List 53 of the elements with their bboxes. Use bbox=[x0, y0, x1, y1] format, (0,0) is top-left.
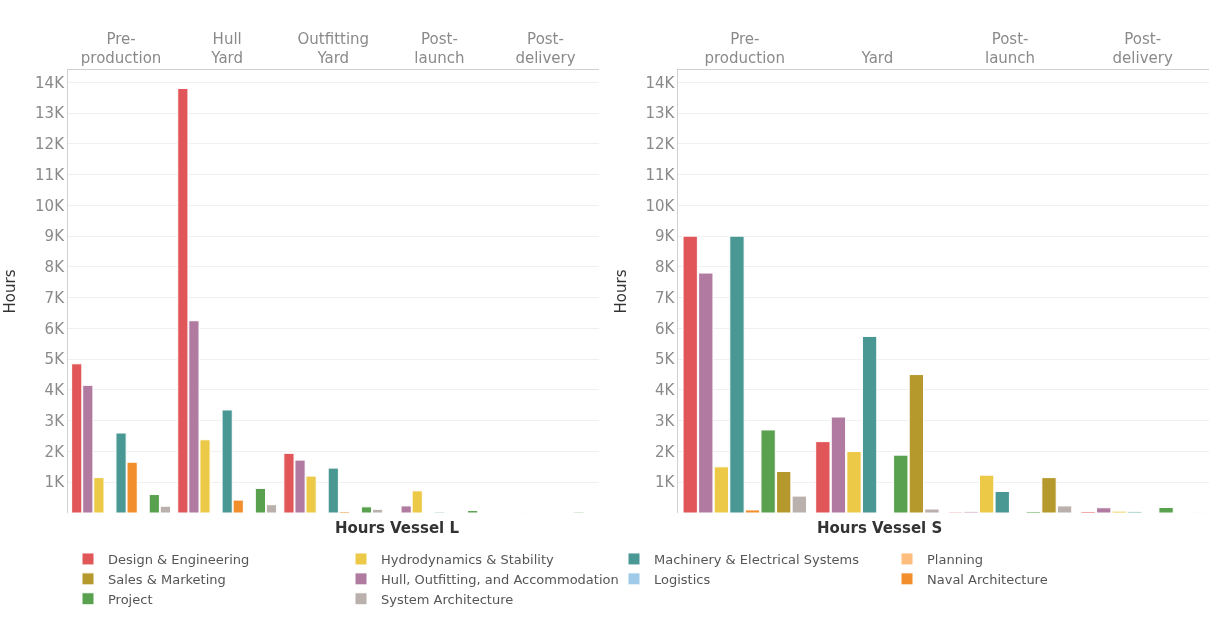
y-tick-label: 6K bbox=[655, 319, 676, 338]
y-tick-label: 12K bbox=[645, 135, 676, 154]
y-tick-label: 5K bbox=[655, 350, 676, 369]
y-tick-label: 14K bbox=[645, 73, 676, 92]
legend-label: Machinery & Electrical Systems bbox=[654, 552, 860, 568]
x-tick-label: Pre-production bbox=[80, 29, 162, 67]
bar bbox=[467, 510, 479, 513]
y-tick-label: 11K bbox=[645, 165, 676, 184]
y-tick-label: 1K bbox=[655, 473, 676, 492]
legend-label: System Architecture bbox=[381, 591, 514, 607]
y-axis-title: Hours bbox=[611, 269, 630, 314]
legend-label: Design & Engineering bbox=[108, 552, 250, 568]
x-tick-label: Post-launch bbox=[414, 29, 465, 67]
bar bbox=[1158, 506, 1174, 513]
y-tick-label: 7K bbox=[655, 288, 676, 307]
legend-label: Logistics bbox=[654, 571, 711, 587]
y-tick-label: 2K bbox=[655, 442, 676, 461]
legend-label: Planning bbox=[927, 552, 983, 568]
legend-label: Hydrodynamics & Stability bbox=[381, 552, 554, 568]
y-tick-label: 4K bbox=[655, 381, 676, 400]
x-axis-title: Hours Vessel S bbox=[817, 519, 943, 537]
y-tick-label: 8K bbox=[655, 258, 676, 277]
y-tick-label: 11K bbox=[35, 165, 66, 184]
y-tick-label: 14K bbox=[35, 73, 66, 92]
x-tick-label: Outfitting Yard bbox=[297, 29, 370, 67]
x-tick-label: Post-delivery bbox=[515, 29, 576, 67]
y-tick-label: 10K bbox=[35, 196, 66, 215]
y-tick-label: 8K bbox=[44, 258, 66, 277]
x-tick-label: Yard bbox=[860, 49, 894, 67]
y-tick-label: 9K bbox=[655, 227, 676, 246]
y-tick-label: 12K bbox=[35, 135, 66, 154]
x-tick-label: Post-delivery bbox=[1112, 29, 1173, 67]
y-tick-label: 10K bbox=[645, 196, 676, 215]
y-tick-label: 4K bbox=[44, 381, 66, 400]
legend-label: Naval Architecture bbox=[927, 571, 1048, 587]
y-tick-label: 13K bbox=[645, 104, 676, 123]
y-tick-label: 7K bbox=[44, 288, 66, 307]
y-tick-label: 2K bbox=[44, 442, 66, 461]
x-axis-title: Hours Vessel L bbox=[335, 519, 460, 537]
y-tick-label: 5K bbox=[44, 350, 66, 369]
x-tick-label: Pre-production bbox=[704, 29, 786, 67]
y-tick-label: 13K bbox=[35, 104, 66, 123]
legend-label: Sales & Marketing bbox=[108, 571, 226, 587]
y-axis-title: Hours bbox=[1, 269, 20, 314]
y-tick-label: 3K bbox=[655, 411, 676, 430]
y-tick-label: 9K bbox=[44, 227, 66, 246]
legend-label: Project bbox=[108, 591, 153, 607]
y-tick-label: 1K bbox=[44, 473, 66, 492]
legend-label: Hull, Outfitting, and Accommodation bbox=[381, 571, 619, 587]
y-tick-label: 6K bbox=[44, 319, 66, 338]
x-tick-label: Post-launch bbox=[984, 29, 1036, 67]
x-tick-label: Hull Yard bbox=[210, 29, 244, 67]
y-tick-label: 3K bbox=[44, 411, 66, 430]
